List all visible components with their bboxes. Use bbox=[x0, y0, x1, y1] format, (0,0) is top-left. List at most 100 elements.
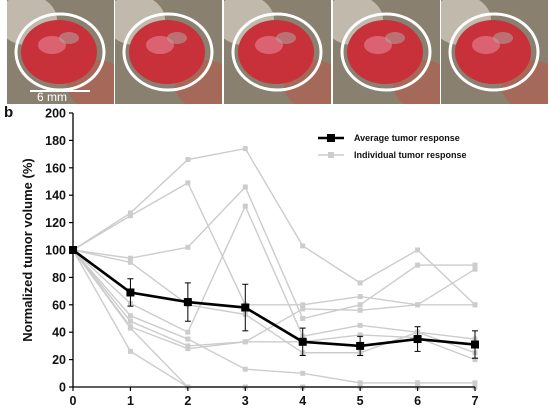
outline-circle bbox=[448, 12, 540, 92]
individual-point bbox=[300, 316, 306, 321]
individual-point bbox=[242, 339, 248, 345]
individual-point bbox=[185, 244, 191, 250]
individual-point bbox=[357, 307, 363, 313]
individual-line-4 bbox=[72, 204, 476, 340]
x-tick-label: 4 bbox=[299, 394, 306, 408]
individual-point bbox=[472, 302, 478, 308]
individual-point bbox=[300, 370, 306, 376]
individual-point bbox=[472, 357, 478, 363]
individual-point bbox=[472, 266, 478, 272]
individual-point bbox=[357, 294, 363, 300]
individual-point bbox=[185, 180, 191, 186]
tissue-scab bbox=[59, 32, 79, 44]
individual-point bbox=[472, 380, 478, 386]
y-tick-label: 60 bbox=[52, 298, 66, 312]
y-tick-label: 140 bbox=[45, 189, 66, 203]
individual-line-6 bbox=[72, 249, 476, 361]
individual-point bbox=[357, 302, 363, 308]
average-point bbox=[241, 303, 250, 312]
individual-point bbox=[472, 262, 478, 268]
individual-point bbox=[127, 325, 133, 331]
individual-point bbox=[415, 262, 421, 268]
individual-point bbox=[357, 322, 363, 328]
tumor-photo-strip bbox=[0, 0, 550, 104]
scale-bar bbox=[30, 90, 90, 92]
individual-point bbox=[415, 380, 421, 386]
individual-point bbox=[242, 203, 248, 209]
tissue-highlight bbox=[255, 36, 283, 54]
tissue-scab bbox=[385, 32, 405, 44]
axes-group: 0 20 40 60 80 100 120 140 160 180 200 0 1 2 3 4 5 6 7 Norma… bbox=[20, 107, 479, 409]
average-point bbox=[413, 335, 422, 344]
individual-point bbox=[300, 243, 306, 249]
average-line bbox=[72, 248, 476, 348]
x-tick-label: 6 bbox=[414, 394, 421, 408]
legend: Average tumor response Individual tumor r… bbox=[318, 133, 467, 160]
individual-line-10 bbox=[72, 249, 476, 354]
individual-point bbox=[185, 329, 191, 335]
tissue-highlight bbox=[146, 36, 174, 54]
legend-average-label: Average tumor response bbox=[354, 133, 460, 143]
y-tick-label: 20 bbox=[52, 353, 66, 367]
tumor-photo-2 bbox=[115, 0, 222, 104]
individual-series-group bbox=[70, 146, 478, 390]
y-tick-label: 120 bbox=[45, 216, 66, 230]
legend-individual-marker bbox=[328, 152, 334, 158]
individual-point bbox=[300, 306, 306, 312]
outline-circle bbox=[231, 12, 323, 92]
individual-line-1 bbox=[72, 147, 476, 306]
individual-point bbox=[242, 146, 248, 152]
individual-line-5 bbox=[72, 249, 475, 384]
individual-point bbox=[300, 302, 306, 308]
x-tick-label: 1 bbox=[127, 394, 134, 408]
x-tick-label: 2 bbox=[184, 394, 191, 408]
individual-point bbox=[127, 313, 133, 319]
individual-point bbox=[127, 255, 133, 261]
individual-point bbox=[127, 213, 133, 219]
y-tick-label: 200 bbox=[45, 107, 66, 121]
tissue-highlight bbox=[364, 36, 392, 54]
y-axis-title: Normalized tumor volume (%) bbox=[20, 158, 35, 341]
individual-point bbox=[357, 332, 363, 338]
legend-individual-label: Individual tumor response bbox=[354, 150, 467, 160]
y-tick-label: 0 bbox=[59, 381, 66, 395]
tissue-scab bbox=[167, 32, 187, 44]
tumor-photo-4 bbox=[333, 0, 440, 104]
tissue-scab bbox=[276, 32, 296, 44]
tissue-highlight bbox=[472, 36, 500, 54]
x-tick-label: 0 bbox=[70, 394, 77, 408]
tissue-highlight bbox=[38, 36, 66, 54]
individual-line-2 bbox=[72, 181, 476, 306]
scale-label: 6 mm bbox=[37, 90, 67, 104]
outline-circle bbox=[340, 12, 432, 92]
y-tick-label: 160 bbox=[45, 161, 66, 175]
individual-point bbox=[415, 302, 421, 308]
individual-point bbox=[127, 318, 133, 324]
y-tick-label: 40 bbox=[52, 326, 66, 340]
x-tick-label: 7 bbox=[472, 394, 479, 408]
individual-point bbox=[185, 346, 191, 352]
average-point bbox=[471, 340, 479, 349]
tumor-photo-3 bbox=[224, 0, 331, 104]
average-point bbox=[356, 341, 365, 350]
y-tick-label: 80 bbox=[52, 271, 66, 285]
outline-circle bbox=[122, 12, 214, 92]
individual-point bbox=[357, 380, 363, 386]
individual-point bbox=[242, 366, 248, 372]
tissue-scab bbox=[493, 32, 513, 44]
average-point bbox=[298, 337, 307, 346]
x-tick-label: 5 bbox=[357, 394, 364, 408]
tumor-photo-1 bbox=[7, 0, 114, 104]
individual-point bbox=[185, 343, 191, 349]
individual-point bbox=[127, 259, 133, 265]
individual-point bbox=[185, 336, 191, 342]
panel-letter: b bbox=[4, 104, 14, 121]
x-tick-label: 3 bbox=[242, 394, 249, 408]
legend-average-marker bbox=[327, 134, 335, 142]
individual-point bbox=[127, 348, 133, 354]
tumor-volume-chart: 0 20 40 60 80 100 120 140 160 180 200 0 1 2 3 4 5 6 7 Norma… bbox=[20, 107, 479, 409]
individual-point bbox=[242, 184, 248, 190]
y-tick-label: 180 bbox=[45, 134, 66, 148]
individual-line-3 bbox=[72, 185, 475, 320]
individual-point bbox=[357, 280, 363, 286]
